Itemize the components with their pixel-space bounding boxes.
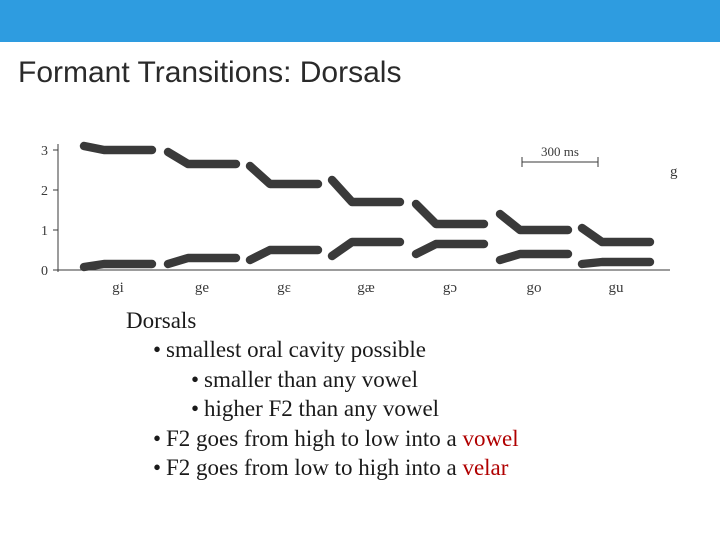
top-accent-bar	[0, 0, 720, 42]
bullet-item: •F2 goes from low to high into a velar	[126, 453, 720, 482]
svg-text:gε: gε	[277, 280, 291, 296]
svg-text:3: 3	[41, 144, 48, 159]
bullet-dot: •	[148, 335, 166, 364]
svg-text:2: 2	[41, 184, 48, 199]
bullet-list: •smallest oral cavity possible•smaller t…	[126, 335, 720, 482]
svg-text:g: g	[670, 164, 678, 180]
bullet-item: •smaller than any vowel	[126, 365, 720, 394]
svg-text:ge: ge	[195, 280, 210, 296]
bullet-item: •higher F2 than any vowel	[126, 394, 720, 423]
bullet-dot: •	[186, 365, 204, 394]
highlight-word: velar	[462, 455, 508, 480]
bullets-heading: Dorsals	[126, 306, 720, 335]
svg-text:300 ms: 300 ms	[541, 144, 579, 159]
svg-text:0: 0	[41, 264, 48, 279]
page-title: Formant Transitions: Dorsals	[18, 56, 702, 90]
bullet-item: •F2 goes from high to low into a vowel	[126, 424, 720, 453]
title-row: Formant Transitions: Dorsals	[0, 42, 720, 100]
svg-text:go: go	[527, 280, 542, 296]
bullet-dot: •	[148, 453, 166, 482]
formant-figure: 0 1 2 3 300 ms g gi ge gε gæ gɔ go gu	[10, 104, 710, 300]
bullet-block: Dorsals •smallest oral cavity possible•s…	[0, 306, 720, 483]
formant-svg: 0 1 2 3 300 ms g gi ge gε gæ gɔ go gu	[10, 104, 710, 300]
bullet-dot: •	[148, 424, 166, 453]
svg-text:1: 1	[41, 224, 48, 239]
svg-text:gu: gu	[609, 280, 625, 296]
bullet-dot: •	[186, 394, 204, 423]
svg-text:gæ: gæ	[357, 280, 375, 296]
bullet-item: •smallest oral cavity possible	[126, 335, 720, 364]
svg-text:gi: gi	[112, 280, 124, 296]
svg-text:gɔ: gɔ	[443, 280, 458, 296]
highlight-word: vowel	[462, 426, 518, 451]
